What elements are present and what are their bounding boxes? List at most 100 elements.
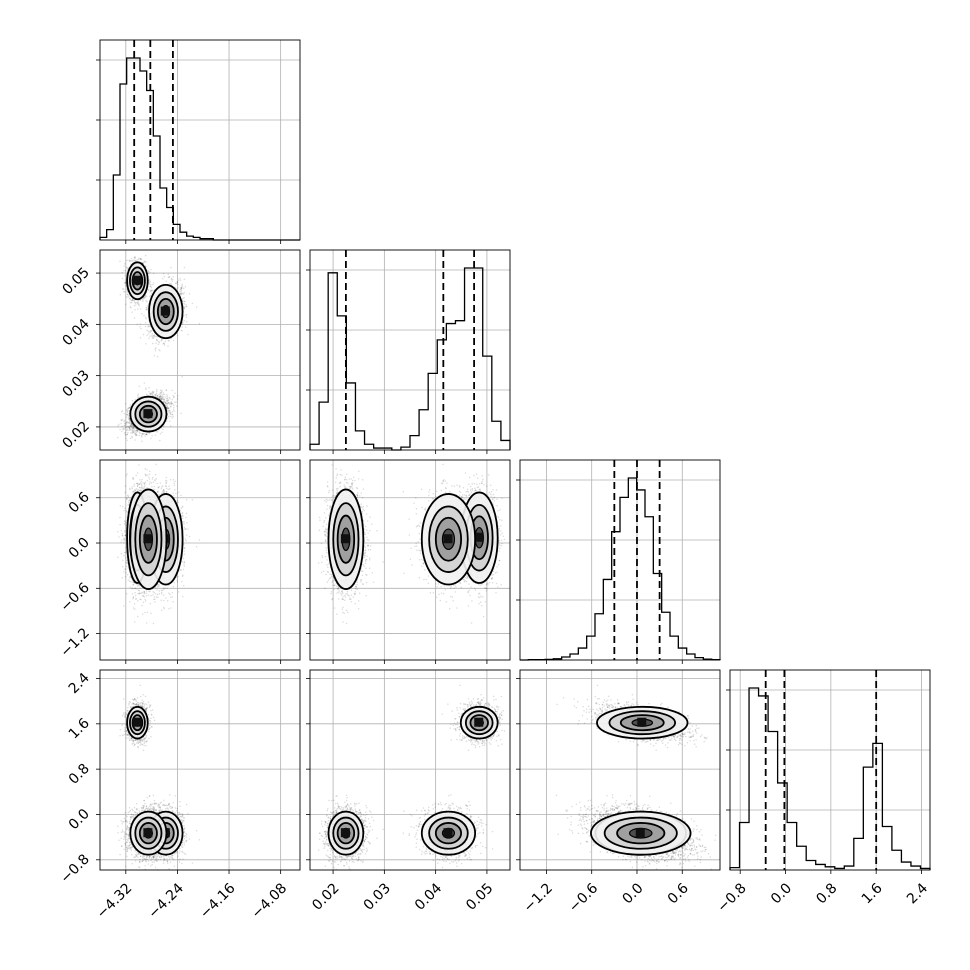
- sample-point: [152, 337, 155, 340]
- sample-point: [121, 419, 124, 421]
- sample-point: [174, 392, 176, 395]
- sample-point: [147, 288, 150, 291]
- sample-point: [177, 287, 179, 289]
- sample-point: [195, 306, 198, 308]
- sample-point: [137, 393, 140, 395]
- sample-point: [152, 392, 154, 395]
- sample-point: [183, 266, 186, 269]
- sample-point: [139, 325, 141, 328]
- sample-point: [183, 307, 186, 309]
- sample-point: [162, 393, 164, 396]
- sample-point: [155, 431, 158, 433]
- sample-point: [181, 326, 183, 328]
- sample-point: [140, 258, 143, 261]
- sample-point: [121, 271, 123, 274]
- sample-point: [137, 302, 139, 304]
- sample-point: [117, 436, 119, 439]
- sample-point: [165, 389, 168, 391]
- sample-point: [167, 339, 170, 342]
- sample-point: [156, 355, 159, 358]
- sample-point: [155, 338, 158, 341]
- sample-point: [129, 298, 132, 301]
- sample-point: [156, 390, 158, 392]
- sample-point: [179, 288, 182, 291]
- sample-point: [149, 281, 151, 284]
- sample-point: [158, 348, 160, 351]
- sample-point: [123, 420, 125, 423]
- sample-point: [134, 255, 136, 258]
- sample-point: [160, 340, 163, 342]
- sample-point: [126, 433, 129, 436]
- sample-point: [144, 321, 147, 324]
- sample-point: [151, 434, 153, 437]
- sample-point: [139, 257, 142, 260]
- sample-point: [163, 344, 166, 346]
- sample-point: [177, 279, 180, 281]
- sample-point: [134, 309, 136, 311]
- sample-point: [183, 303, 186, 305]
- sample-point: [162, 428, 164, 431]
- sample-point: [133, 429, 136, 431]
- sample-point: [129, 297, 131, 299]
- sample-point: [174, 401, 176, 403]
- sample-point: [184, 286, 187, 288]
- sample-point: [147, 330, 149, 333]
- sample-point: [141, 440, 143, 443]
- sample-point: [126, 413, 128, 416]
- sample-point: [154, 393, 156, 396]
- sample-point: [137, 308, 139, 310]
- sample-point: [179, 277, 181, 280]
- sample-point: [171, 280, 173, 283]
- sample-point: [134, 433, 137, 436]
- sample-point: [159, 433, 162, 435]
- sample-point: [126, 428, 129, 430]
- scatter-panel-1-0: 0.020.030.040.05: [59, 249, 301, 454]
- sample-point: [153, 355, 156, 357]
- sample-point: [119, 260, 121, 263]
- sample-point: [146, 306, 148, 309]
- sample-point: [170, 402, 173, 405]
- sample-point: [131, 435, 133, 438]
- sample-point: [171, 411, 174, 413]
- sample-point: [181, 283, 183, 286]
- sample-point: [130, 259, 133, 262]
- sample-point: [123, 288, 125, 290]
- sample-point: [183, 278, 186, 280]
- sample-point: [175, 401, 177, 403]
- sample-point: [129, 437, 132, 440]
- sample-point: [184, 326, 187, 328]
- sample-point: [169, 415, 172, 418]
- sample-point: [151, 283, 154, 286]
- sample-point: [172, 339, 175, 342]
- sample-point: [127, 431, 129, 434]
- sample-point: [171, 389, 173, 392]
- sample-point: [123, 412, 125, 415]
- sample-point: [131, 437, 133, 439]
- sample-point: [173, 410, 176, 412]
- sample-point: [155, 347, 157, 349]
- sample-point: [131, 299, 133, 302]
- sample-point: [120, 419, 123, 421]
- sample-point: [151, 332, 154, 335]
- sample-point: [125, 295, 128, 298]
- sample-point: [151, 342, 154, 345]
- sample-point: [179, 279, 182, 281]
- sample-point: [148, 391, 150, 393]
- sample-point: [132, 260, 134, 262]
- sample-point: [171, 398, 173, 401]
- panel-background: [100, 40, 300, 240]
- sample-point: [179, 290, 181, 292]
- sample-point: [145, 433, 148, 436]
- sample-point: [138, 431, 141, 434]
- sample-point: [181, 376, 183, 378]
- sample-point: [119, 293, 122, 296]
- sample-point: [173, 404, 175, 407]
- sample-point: [142, 262, 144, 264]
- sample-point: [150, 286, 153, 289]
- sample-point: [148, 279, 151, 281]
- sample-point: [125, 433, 127, 436]
- sample-point: [146, 300, 148, 303]
- sample-point: [163, 275, 166, 278]
- sample-point: [142, 299, 144, 301]
- sample-point: [172, 409, 175, 411]
